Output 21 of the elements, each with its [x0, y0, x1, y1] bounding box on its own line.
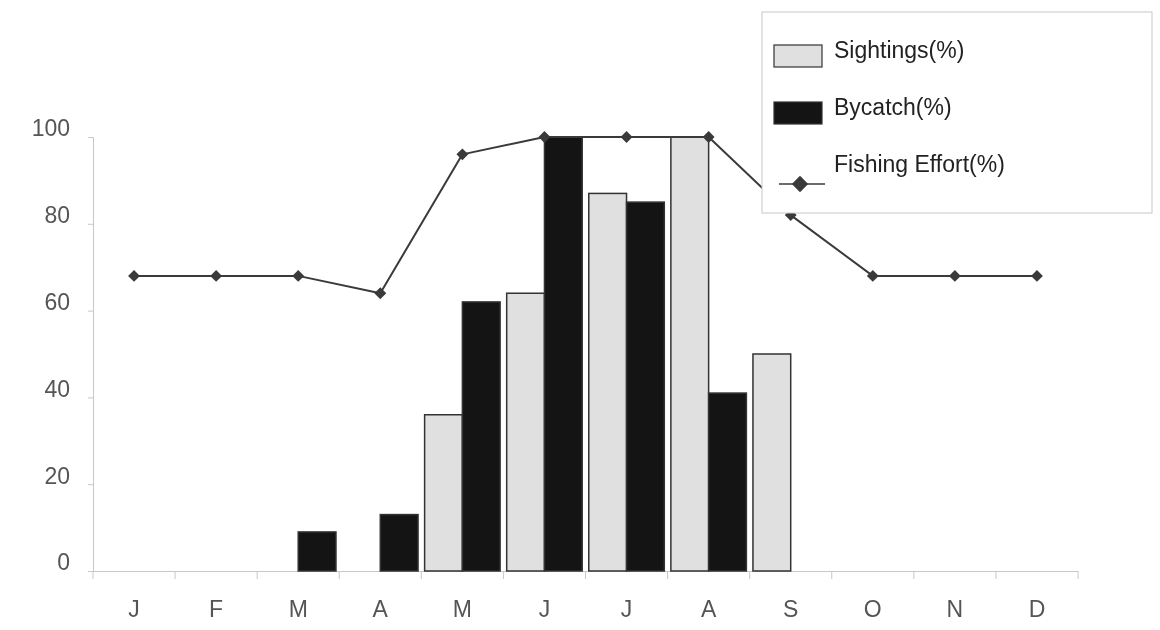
- y-tick-label: 40: [44, 375, 70, 402]
- x-tick-label: D: [1028, 596, 1046, 623]
- text: Fishing Effort(%): [834, 151, 1005, 177]
- x-tick-label: M: [288, 596, 308, 623]
- x-tick-label: N: [946, 596, 964, 623]
- legend-label: Sightings(%): [834, 37, 965, 63]
- y-tick-label: 20: [44, 462, 70, 489]
- x-tick-label: M: [452, 596, 472, 623]
- x-tick-label: O: [863, 596, 882, 623]
- x-tick-label: J: [128, 596, 140, 623]
- y-tick-label: 100: [31, 115, 70, 142]
- y-tick-label: 0: [57, 549, 70, 576]
- x-tick-label: S: [783, 596, 799, 623]
- x-tick-label: A: [700, 596, 717, 623]
- y-tick-label: 80: [44, 202, 70, 229]
- x-tick-label: F: [209, 596, 224, 623]
- legend-label: Bycatch(%): [834, 94, 952, 120]
- x-tick-label: J: [538, 596, 551, 623]
- x-tick-label: A: [372, 596, 389, 623]
- y-tick-label: 60: [44, 288, 70, 315]
- x-tick-label: J: [620, 596, 633, 623]
